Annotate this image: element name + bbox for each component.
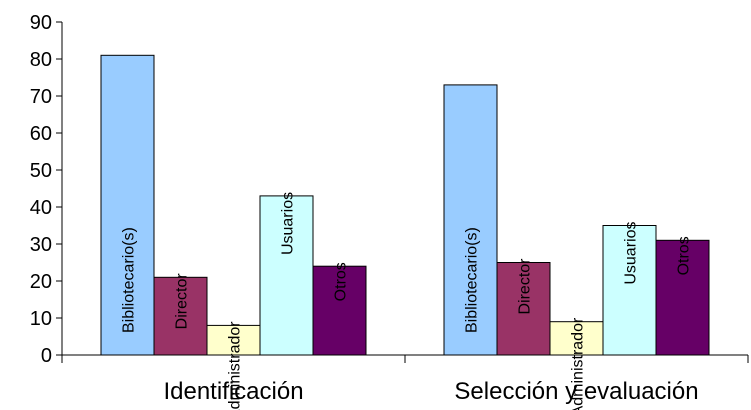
x-axis: Identificación Selección y evaluación <box>61 354 749 405</box>
y-tick-label: 40 <box>30 197 52 219</box>
y-axis: 0 10 20 30 40 50 60 70 80 90 <box>30 12 63 367</box>
bar-labels: Bibliotecario(s) Director Administrador Usu… <box>121 192 693 410</box>
bar-label: Usuarios <box>280 192 297 255</box>
y-tick-label: 80 <box>30 49 52 71</box>
bar-label: Otros <box>676 236 693 275</box>
bar-1-1 <box>496 262 551 356</box>
y-tick-label: 10 <box>30 308 52 330</box>
y-tick-label: 70 <box>30 86 52 108</box>
bar-label: Administrador <box>227 321 244 410</box>
bar-label: Administrador <box>570 317 587 410</box>
y-tick-label: 30 <box>30 234 52 256</box>
bar-0-0 <box>100 54 155 356</box>
y-tick-label: 0 <box>41 345 52 367</box>
bars <box>100 54 710 356</box>
bar-label: Usuarios <box>623 222 640 285</box>
bar-1-0 <box>443 84 498 356</box>
bar-label: Director <box>174 273 191 330</box>
bar-label: Bibliotecario(s) <box>464 227 481 333</box>
bar-0-1 <box>153 276 208 356</box>
bar-1-4 <box>655 239 710 356</box>
bar-label: Bibliotecario(s) <box>121 227 138 333</box>
bar-0-3 <box>259 195 314 356</box>
bar-0-4 <box>312 265 367 356</box>
bar-label: Director <box>517 258 534 315</box>
bar-label: Otros <box>333 262 350 301</box>
x-category-label: Selección y evaluación <box>454 378 698 405</box>
x-category-label: Identificación <box>163 378 303 405</box>
y-tick-label: 20 <box>30 271 52 293</box>
y-tick-label: 50 <box>30 160 52 182</box>
bar-1-3 <box>602 225 657 356</box>
y-tick-label: 90 <box>30 12 52 34</box>
y-tick-label: 60 <box>30 123 52 145</box>
